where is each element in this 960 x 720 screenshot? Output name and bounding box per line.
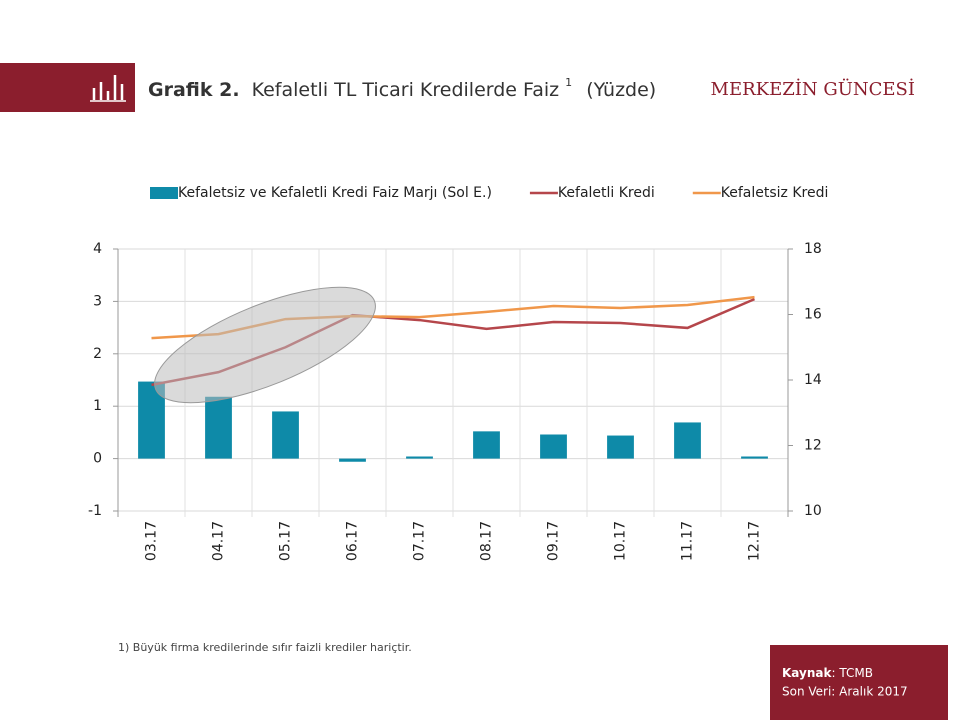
x-tick-label: 08.17 bbox=[479, 521, 495, 561]
x-tick-label: 07.17 bbox=[412, 521, 428, 561]
header-icon bbox=[90, 75, 126, 102]
y2-tick-label: 18 bbox=[804, 241, 822, 257]
y-tick-label: 1 bbox=[93, 398, 102, 414]
y2-tick-label: 12 bbox=[804, 438, 822, 454]
title: Grafik 2. Kefaletli TL Ticari Kredilerde… bbox=[148, 72, 656, 101]
x-tick-label: 12.17 bbox=[747, 521, 763, 561]
x-tick-label: 11.17 bbox=[680, 521, 696, 561]
legend-label: Kefaletsiz ve Kefaletli Kredi Faiz Marjı… bbox=[178, 185, 492, 201]
bar bbox=[473, 431, 500, 459]
legend-label: Kefaletli Kredi bbox=[558, 185, 655, 201]
source: Kaynak: TCMB bbox=[782, 666, 873, 680]
x-tick-label: 03.17 bbox=[144, 521, 160, 561]
title-unit: (Yüzde) bbox=[586, 79, 656, 101]
footnote: 1) Büyük firma kredilerinde sıfır faizli… bbox=[118, 641, 412, 654]
legend-swatch bbox=[150, 187, 178, 199]
bar bbox=[674, 422, 701, 459]
y-tick-label: 2 bbox=[93, 346, 102, 362]
bar bbox=[741, 456, 768, 459]
highlight-ellipse bbox=[154, 286, 376, 404]
x-tick-label: 06.17 bbox=[345, 521, 361, 561]
title-text: Kefaletli TL Ticari Kredilerde Faiz bbox=[252, 79, 560, 101]
source-last: Son Veri: Aralık 2017 bbox=[782, 685, 908, 699]
x-tick-label: 05.17 bbox=[278, 521, 294, 561]
bar bbox=[339, 458, 366, 462]
y-tick-label: 0 bbox=[93, 451, 102, 467]
bar bbox=[540, 434, 567, 459]
bar bbox=[272, 411, 299, 459]
y2-tick-label: 16 bbox=[804, 307, 822, 323]
brand: MERKEZİN GÜNCESİ bbox=[711, 77, 915, 100]
y-tick-label: -1 bbox=[88, 503, 102, 519]
y2-tick-label: 10 bbox=[804, 503, 822, 519]
title-sup: 1 bbox=[565, 76, 572, 89]
source-box bbox=[770, 645, 948, 720]
header-band bbox=[0, 63, 135, 112]
source-label: Kaynak bbox=[782, 666, 832, 680]
y2-tick-label: 14 bbox=[804, 372, 822, 388]
source-value: : TCMB bbox=[831, 666, 872, 680]
title-bold: Grafik 2. bbox=[148, 79, 240, 101]
bar bbox=[406, 456, 433, 459]
legend-label: Kefaletsiz Kredi bbox=[721, 185, 829, 201]
x-tick-label: 04.17 bbox=[211, 521, 227, 561]
y-tick-label: 4 bbox=[93, 241, 102, 257]
bar bbox=[205, 396, 232, 459]
y-tick-label: 3 bbox=[93, 293, 102, 309]
x-tick-label: 09.17 bbox=[546, 521, 562, 561]
x-tick-label: 10.17 bbox=[613, 521, 629, 561]
bar bbox=[607, 435, 634, 459]
